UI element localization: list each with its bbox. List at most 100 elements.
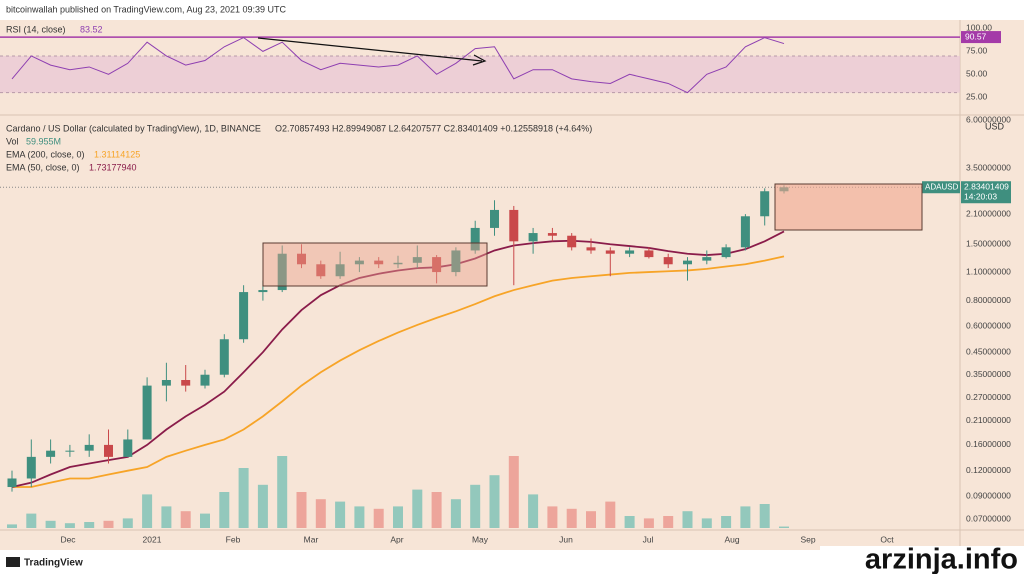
symbol-tag: [922, 181, 960, 194]
candle-body: [277, 253, 287, 291]
x-tick-label: Feb: [226, 534, 241, 544]
y-tick-label: 0.35000000: [966, 369, 1011, 379]
x-tick-label: Apr: [390, 534, 403, 544]
candle-body: [740, 216, 750, 248]
y-tick-label: 0.12000000: [966, 465, 1011, 475]
volume-bar: [200, 513, 210, 528]
volume-bar: [547, 506, 558, 528]
countdown: 14:20:03: [964, 191, 997, 201]
volume-bar: [682, 511, 693, 528]
y-tick-label: 2.10000000: [966, 208, 1011, 218]
candle-body: [26, 456, 36, 479]
rsi-level-tag: [961, 31, 1001, 44]
x-tick-label: Dec: [60, 534, 76, 544]
candle-body: [509, 209, 519, 242]
volume-bar: [45, 520, 56, 528]
volume-value: 59.955M: [26, 136, 61, 146]
candle-body: [200, 374, 210, 386]
volume-bar: [219, 492, 230, 528]
volume-bar: [296, 492, 307, 528]
unit: USD: [985, 121, 1005, 131]
rsi-band: [0, 55, 960, 93]
x-tick-label: Aug: [724, 534, 739, 544]
volume-bar: [663, 516, 674, 528]
candle-body: [490, 209, 499, 228]
candle-body: [547, 233, 557, 236]
y-tick-label: 3.50000000: [966, 163, 1011, 173]
candle-body: [316, 264, 326, 277]
volume-bar: [64, 523, 75, 528]
y-tick-label: 0.16000000: [966, 439, 1011, 449]
rsi-tick-label: 25.00: [966, 91, 988, 101]
candle-body: [181, 380, 191, 386]
tv-logo: [6, 557, 20, 567]
volume-bar: [315, 499, 326, 528]
candle-body: [625, 250, 635, 254]
rsi-level-label: 90.57: [965, 31, 987, 41]
candle-body: [721, 247, 731, 258]
price-tag: [961, 181, 1011, 204]
volume-bar: [470, 484, 481, 528]
volume-bar: [7, 524, 17, 528]
arrow-head: [472, 54, 487, 66]
y-tick-label: 0.80000000: [966, 295, 1011, 305]
range-box: [262, 242, 488, 287]
volume-bar: [431, 492, 442, 528]
candle-body: [84, 444, 94, 451]
volume-bar: [643, 518, 654, 528]
volume-bar: [238, 468, 249, 528]
volume-bar: [740, 506, 751, 528]
candle-body: [567, 235, 577, 248]
candle-body: [161, 380, 171, 386]
candle-body: [219, 339, 229, 375]
y-tick-label: 0.60000000: [966, 321, 1011, 331]
candle-body: [258, 290, 268, 293]
ema200-value: 1.31114125: [94, 149, 140, 159]
x-tick-label: Mar: [304, 534, 319, 544]
volume-bar: [566, 508, 577, 528]
candle-body: [644, 250, 654, 258]
volume-bar: [779, 526, 789, 528]
candle-body: [586, 247, 596, 251]
candle-body: [760, 191, 770, 217]
volume-bar: [84, 522, 95, 528]
x-tick-label: Jun: [559, 534, 573, 544]
candle-body: [142, 385, 152, 440]
candle-body: [393, 262, 403, 265]
volume-bar: [605, 501, 616, 528]
volume-bar: [277, 456, 288, 528]
volume-bar: [180, 511, 191, 528]
ohlc: O2.70857493 H2.89949087 L2.64207577 C2.8…: [275, 123, 592, 133]
candle-body: [702, 257, 712, 261]
price-tag-value: 2.83401409: [964, 181, 1009, 191]
brand: TradingView: [24, 558, 83, 569]
x-tick-label: Sep: [800, 534, 815, 544]
volume-bar: [354, 506, 365, 528]
candle-body: [46, 450, 56, 457]
y-tick-label: 0.09000000: [966, 491, 1011, 501]
ema-line: [12, 255, 785, 488]
rsi-value: 83.52: [80, 24, 103, 34]
volume-bar: [335, 501, 346, 528]
candle-body: [432, 257, 442, 273]
volume-bar: [103, 520, 114, 528]
rsi-tick-label: 50.00: [966, 69, 988, 79]
candle-body: [683, 260, 692, 265]
rsi-title: RSI (14, close): [6, 24, 66, 34]
volume-name: Vol: [6, 136, 19, 146]
candle-body: [104, 444, 113, 457]
candle-body: [335, 264, 345, 277]
candle-body: [412, 257, 422, 263]
volume-bar: [450, 499, 461, 528]
volume-bar: [161, 506, 172, 528]
candle-body: [528, 233, 538, 242]
watermark: arzinja.info: [865, 544, 1018, 574]
volume-bar: [412, 489, 423, 528]
volume-bar: [122, 518, 133, 528]
candle-body: [470, 227, 480, 251]
volume-bar: [393, 506, 403, 528]
ema50-name: EMA (50, close, 0): [6, 162, 80, 172]
rsi-line: [11, 37, 785, 94]
y-tick-label: 1.10000000: [966, 266, 1011, 276]
